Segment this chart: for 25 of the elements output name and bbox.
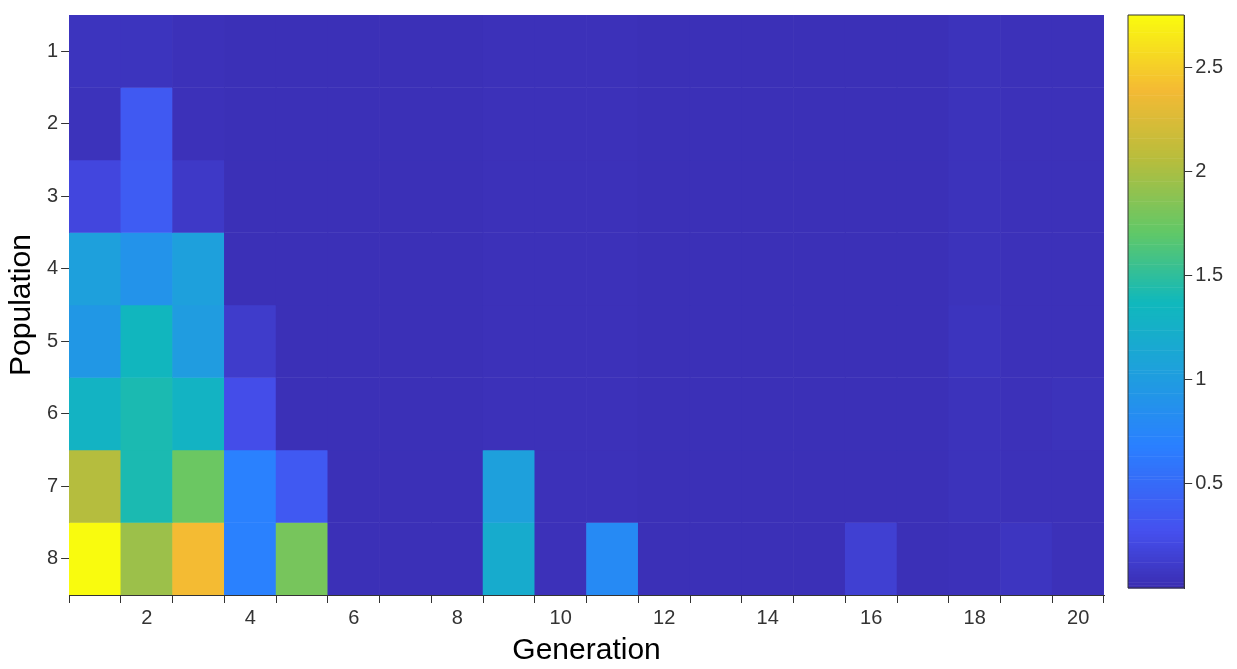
x-tick-label: 12: [653, 605, 676, 628]
x-tick-label: 10: [549, 605, 572, 628]
y-tick-label: 7: [47, 473, 59, 496]
y-tick-label: 8: [47, 546, 59, 569]
x-axis-title: Generation: [512, 632, 661, 666]
color-bar-label: 1.5: [1195, 262, 1224, 285]
y-tick-label: 3: [47, 183, 59, 206]
x-tick-label: 8: [451, 605, 463, 628]
x-tick-label: 16: [860, 605, 883, 628]
y-tick-label: 5: [47, 328, 59, 351]
x-tick-label: 4: [244, 605, 256, 628]
color-bar-label: 1: [1195, 367, 1207, 390]
y-tick-label: 4: [47, 256, 59, 279]
color-bar-label: 0.5: [1195, 471, 1224, 494]
color-bar-label: 2: [1195, 158, 1207, 181]
x-tick-label: 6: [348, 605, 360, 628]
y-tick-label: 1: [47, 38, 59, 61]
y-tick-label: 2: [47, 111, 59, 134]
x-tick-label: 20: [1067, 605, 1090, 628]
y-axis-title: Population: [3, 234, 37, 376]
y-tick-label: 6: [47, 401, 59, 424]
x-tick-label: 18: [963, 605, 986, 628]
x-tick-label: 14: [756, 605, 779, 628]
x-tick-label: 2: [141, 605, 153, 628]
color-bar-label: 2.5: [1195, 54, 1224, 77]
